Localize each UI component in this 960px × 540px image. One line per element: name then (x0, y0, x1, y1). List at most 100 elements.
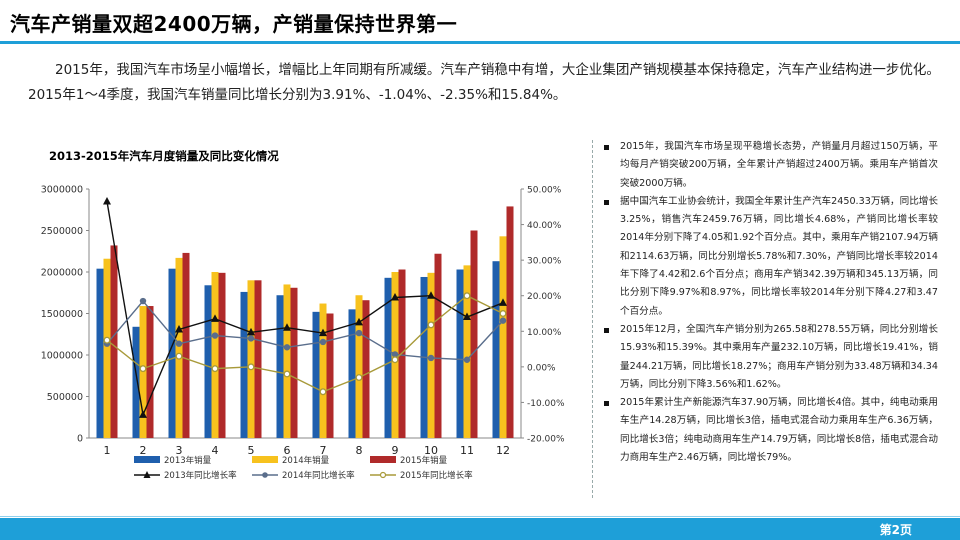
point-2015年同比增长率 (211, 365, 219, 373)
bar-2013年销量 (276, 295, 284, 438)
point-2015年同比增长率 (283, 370, 291, 378)
legend-label: 2014年销量 (282, 455, 330, 466)
bar-2015年销量 (290, 287, 298, 438)
bar-2013年销量 (168, 268, 176, 438)
bar-2013年销量 (312, 311, 320, 438)
bar-2013年销量 (204, 285, 212, 438)
y2-tick-label: 50.00% (527, 186, 562, 196)
point-2013年同比增长率 (103, 196, 111, 205)
line-2014年同比增长率 (106, 299, 504, 361)
point-2014年同比增长率 (247, 335, 255, 342)
point-2014年同比增长率 (355, 329, 363, 337)
point-2013年同比增长率 (463, 312, 471, 321)
legend-swatch (252, 456, 278, 463)
bar-2015年销量 (182, 252, 190, 438)
point-2014年同比增长率 (391, 351, 399, 358)
point-2015年同比增长率 (427, 321, 435, 329)
footer-bar: 第2页 (0, 518, 960, 540)
x-tick-label: 9 (392, 444, 399, 457)
point-2015年同比增长率 (103, 336, 111, 344)
bar-2015年销量 (254, 280, 262, 438)
point-2014年同比增长率 (463, 356, 471, 363)
bar-2014年销量 (319, 303, 327, 438)
title-bar: 汽车产销量双超2400万辆，产销量保持世界第一 (0, 0, 960, 44)
y2-tick-label: 40.00% (527, 221, 562, 231)
legend-label: 2015年同比增长率 (400, 470, 473, 481)
note-item: 据中国汽车工业协会统计，我国全年累计生产汽车2450.33万辆，同比增长3.25… (603, 193, 938, 321)
bar-2013年销量 (240, 291, 248, 438)
note-item: 2015年累计生产新能源汽车37.90万辆，同比增长4倍。其中，纯电动乘用车生产… (603, 394, 938, 467)
point-2014年同比增长率 (175, 340, 183, 347)
point-2013年同比增长率 (247, 327, 255, 336)
x-tick-label: 10 (424, 444, 438, 457)
point-2014年同比增长率 (427, 354, 435, 362)
bar-2014年销量 (211, 272, 219, 438)
y-tick-label: 0 (77, 434, 83, 445)
bar-2013年销量 (132, 326, 140, 438)
point-2015年同比增长率 (355, 374, 363, 381)
x-tick-label: 12 (496, 444, 510, 457)
note-item: 2015年，我国汽车市场呈现平稳增长态势，产销量月月超过150万辆，平均每月产销… (603, 138, 938, 193)
bar-2015年销量 (506, 206, 514, 438)
footer-line (0, 516, 960, 517)
line-2015年同比增长率 (106, 294, 504, 393)
y-tick-label: 500000 (47, 392, 83, 403)
legend-marker (262, 472, 268, 478)
point-2013年同比增长率 (499, 298, 507, 306)
bar-2013年销量 (456, 269, 464, 438)
x-tick-label: 8 (356, 444, 363, 457)
bar-2015年销量 (470, 230, 478, 438)
point-2015年同比增长率 (247, 363, 255, 371)
point-2014年同比增长率 (211, 332, 219, 339)
y2-tick-label: -10.00% (527, 399, 565, 409)
legend-marker (143, 471, 151, 478)
y-tick-label: 2000000 (41, 268, 83, 279)
intro-paragraph: 2015年，我国汽车市场呈小幅增长，增幅比上年同期有所减缓。汽车产销稳中有增，大… (28, 62, 940, 103)
y-tick-label: 1500000 (41, 309, 83, 320)
y-tick-label: 1000000 (41, 351, 83, 362)
bar-2014年销量 (175, 257, 183, 438)
point-2015年同比增长率 (319, 388, 327, 396)
notes-list: 2015年，我国汽车市场呈现平稳增长态势，产销量月月超过150万辆，平均每月产销… (603, 138, 938, 467)
point-2013年同比增长率 (283, 323, 291, 331)
point-2015年同比增长率 (499, 310, 507, 317)
y-tick-label: 3000000 (41, 185, 83, 196)
y-tick-label: 2500000 (41, 226, 83, 237)
bar-2015年销量 (218, 272, 226, 438)
y2-tick-label: 20.00% (527, 292, 562, 302)
bar-2013年销量 (384, 277, 392, 438)
point-2013年同比增长率 (391, 292, 399, 301)
point-2015年同比增长率 (175, 352, 183, 360)
x-tick-label: 11 (460, 444, 474, 457)
bar-2013年销量 (492, 261, 500, 438)
page-title: 汽车产销量双超2400万辆，产销量保持世界第一 (10, 12, 458, 36)
point-2013年同比增长率 (427, 291, 435, 299)
sales-chart: 0 500000 1000000 1500000 2000000 2500000 30000… (41, 185, 565, 482)
bar-2015年销量 (326, 313, 334, 438)
point-2013年同比增长率 (211, 314, 219, 322)
column-divider (592, 140, 593, 498)
y2-tick-label: 0.00% (527, 363, 556, 373)
point-2013年同比增长率 (139, 410, 147, 418)
legend-label: 2013年同比增长率 (164, 470, 237, 481)
x-tick-label: 1 (104, 444, 111, 457)
legend-marker (379, 471, 387, 479)
bar-2013年销量 (348, 309, 356, 438)
chart-panel: 2013-2015年汽车月度销量及同比变化情况 0 500000 1000000 15… (34, 140, 589, 498)
x-tick-label: 7 (320, 444, 327, 457)
bar-2014年销量 (247, 280, 255, 438)
legend-swatch (134, 456, 160, 463)
bar-2014年销量 (103, 258, 111, 438)
page-number: 第2页 (879, 523, 912, 537)
point-2013年同比增长率 (319, 328, 327, 337)
legend-label: 2013年销量 (164, 455, 212, 466)
bar-2013年销量 (96, 268, 104, 438)
line-2013年同比增长率 (106, 201, 504, 418)
bar-2015年销量 (146, 306, 154, 438)
bar-2015年销量 (110, 245, 118, 438)
bar-2014年销量 (499, 236, 507, 438)
y2-tick-label: 10.00% (527, 328, 562, 338)
bar-2014年销量 (355, 295, 363, 438)
point-2014年同比增长率 (139, 297, 147, 305)
y2-tick-label: 30.00% (527, 257, 562, 267)
